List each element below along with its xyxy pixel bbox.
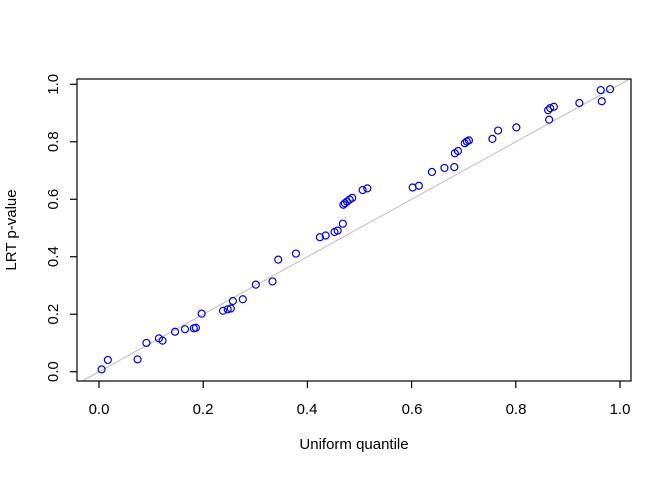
data-point [440, 163, 449, 173]
x-tick-label: 0.6 [402, 401, 423, 418]
data-point [488, 134, 497, 144]
data-point [545, 115, 554, 124]
data-point [546, 104, 555, 113]
data-point [348, 193, 357, 202]
y-tick-label: 0.2 [45, 304, 62, 325]
data-point [450, 162, 459, 172]
data-point [142, 338, 151, 348]
data-point [596, 85, 605, 95]
x-tick-label: 0.2 [193, 401, 214, 418]
data-point [464, 136, 474, 145]
data-point [544, 106, 553, 115]
x-tick-label: 1.0 [610, 401, 631, 418]
data-point [218, 306, 228, 315]
data-point [575, 98, 584, 108]
data-point [549, 102, 558, 111]
data-point [606, 85, 615, 94]
data-point [251, 280, 260, 289]
data-point [97, 365, 106, 374]
data-point [427, 167, 437, 177]
x-tick-label: 0.4 [297, 401, 318, 418]
data-point [315, 233, 325, 242]
y-tick-label: 0.6 [45, 189, 62, 210]
data-point [226, 304, 235, 313]
data-point [274, 255, 283, 264]
data-point [170, 327, 180, 336]
data-point [133, 355, 142, 364]
data-point [191, 323, 201, 332]
plot-box [76, 78, 632, 382]
x-tick-label: 0.8 [506, 401, 527, 418]
identity-line [81, 78, 630, 382]
y-axis-label: LRT p-value [3, 189, 20, 270]
data-point [363, 184, 372, 193]
data-point [358, 185, 367, 195]
data-point [180, 325, 190, 334]
data-point [268, 277, 277, 286]
y-tick-label: 0.0 [45, 361, 62, 382]
data-point [597, 97, 606, 106]
data-point [333, 226, 342, 235]
data-point [340, 199, 350, 208]
data-point [158, 336, 167, 345]
data-point [338, 219, 347, 228]
data-point [493, 126, 503, 135]
data-point [291, 249, 301, 258]
y-tick-label: 0.4 [45, 246, 62, 267]
plot-content [70, 78, 630, 388]
data-point [342, 197, 352, 206]
y-tick-label: 0.8 [45, 131, 62, 152]
data-point [453, 146, 463, 156]
data-point [414, 181, 423, 190]
data-point [197, 309, 206, 318]
x-tick-label: 0.0 [89, 401, 110, 418]
data-point [103, 355, 112, 365]
data-point [228, 296, 237, 306]
y-tick-label: 1.0 [45, 74, 62, 95]
data-point [238, 295, 247, 304]
data-point [321, 231, 330, 240]
x-axis-label: Uniform quantile [299, 436, 408, 453]
data-point [512, 123, 521, 132]
